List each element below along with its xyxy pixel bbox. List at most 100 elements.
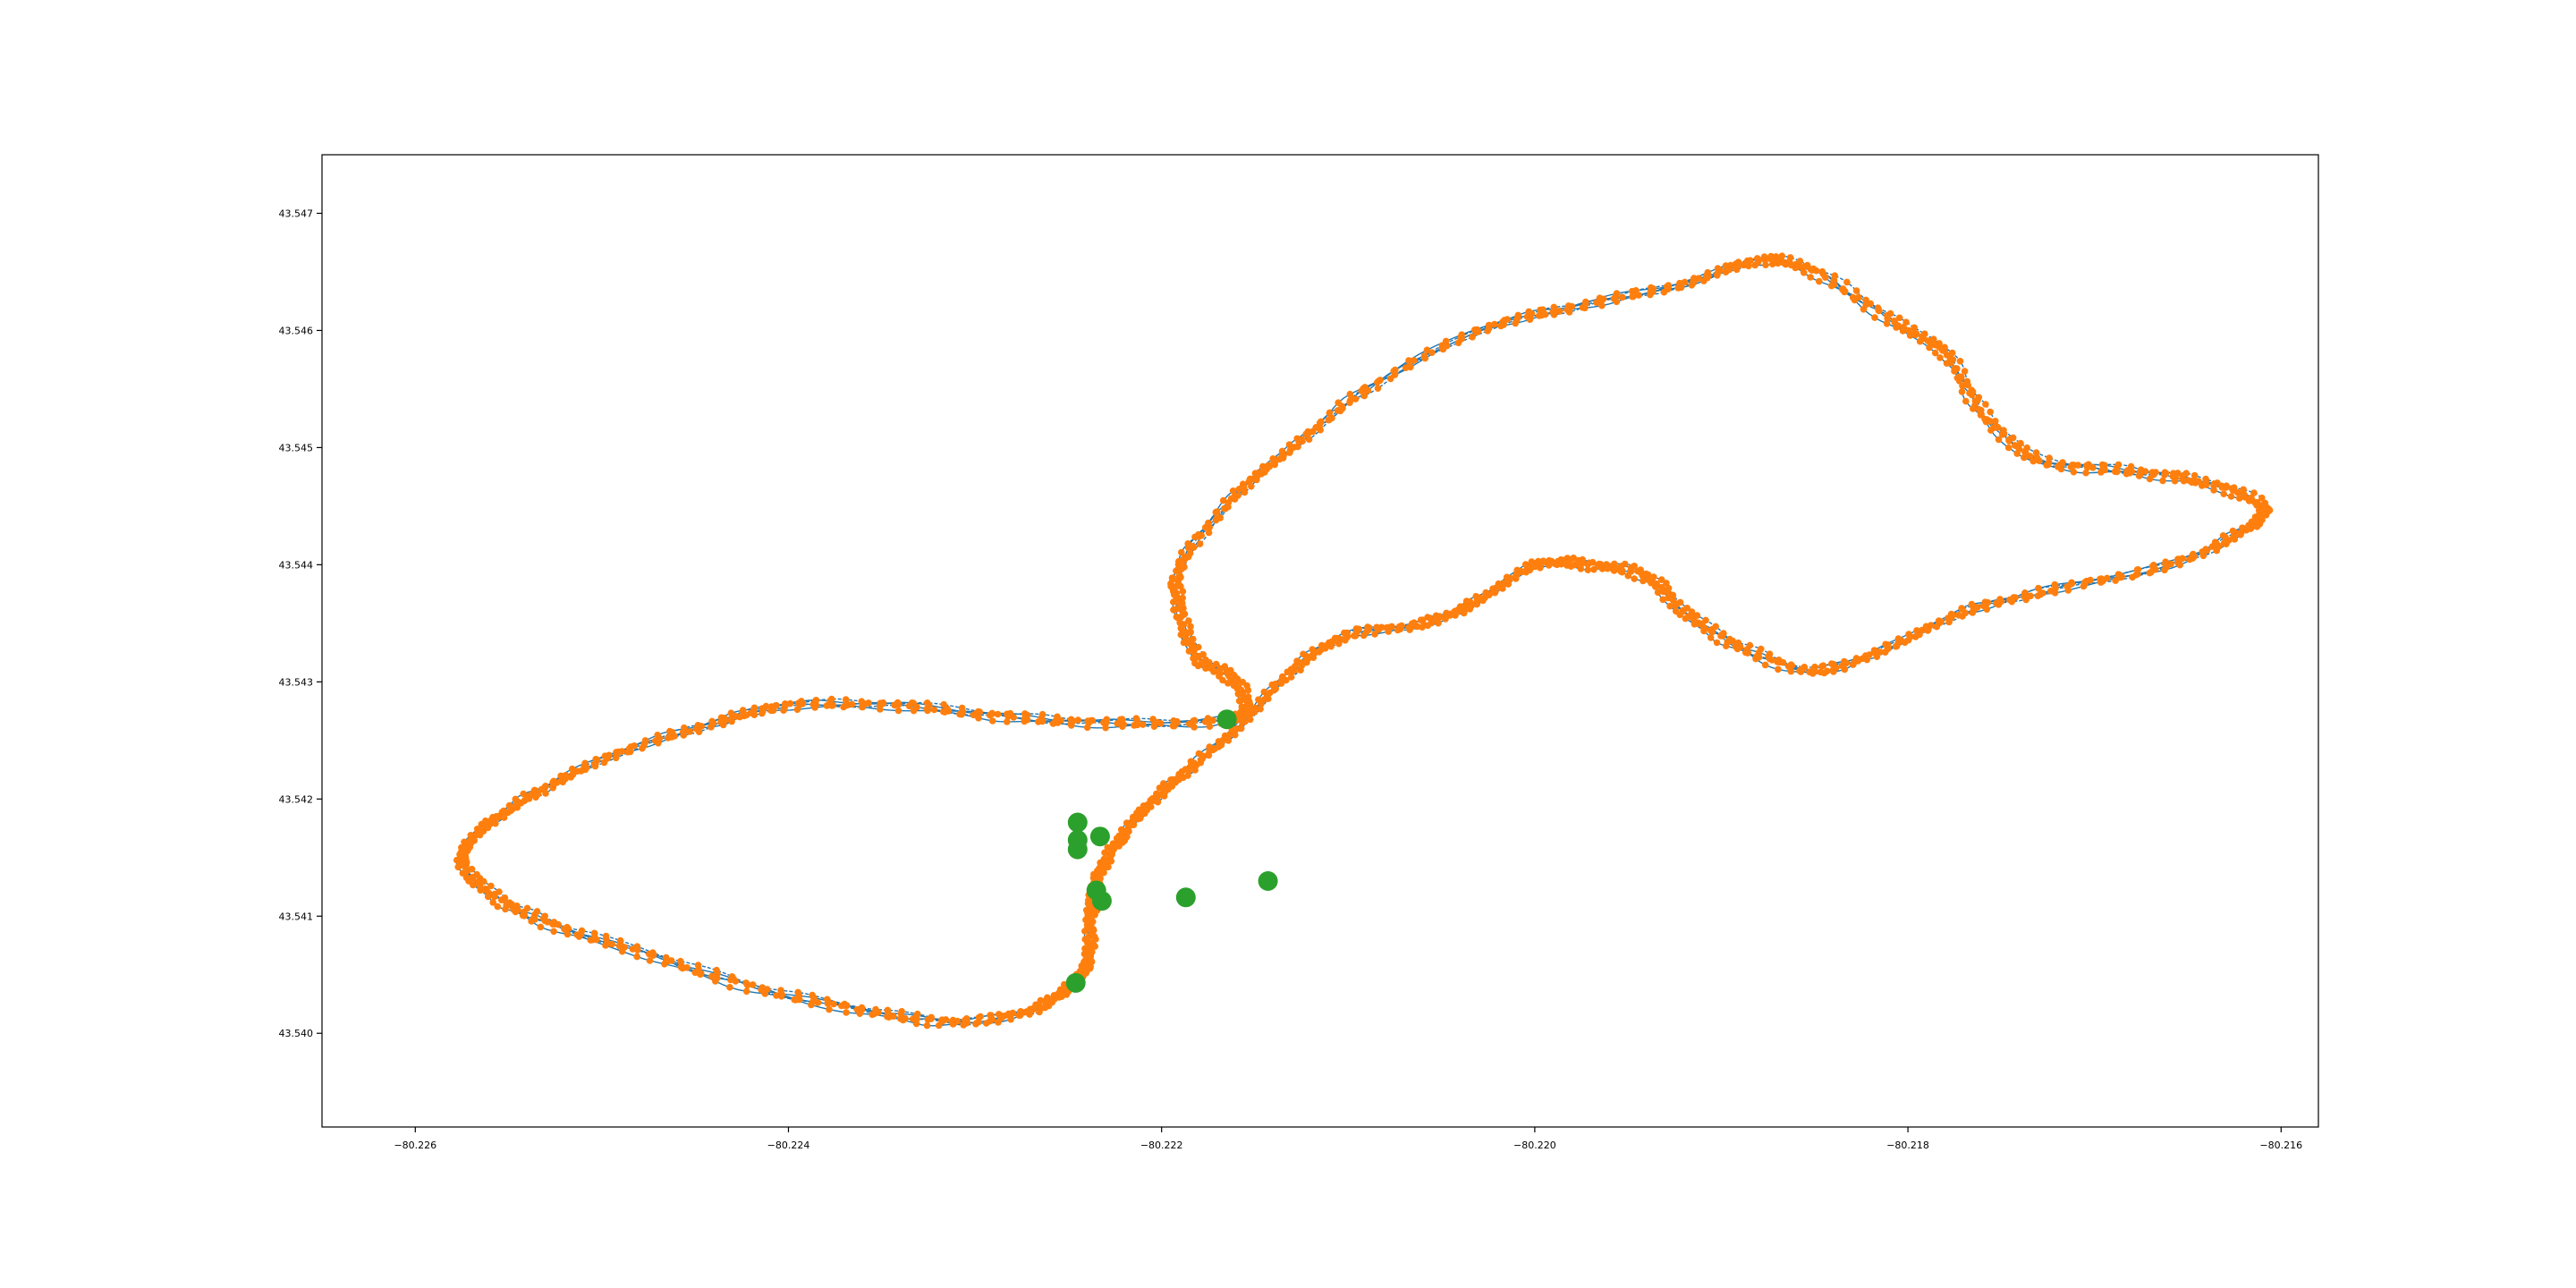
track-point xyxy=(1693,612,1701,619)
track-point xyxy=(1806,668,1813,676)
track-point xyxy=(2032,449,2040,456)
track-point xyxy=(495,812,502,820)
track-point xyxy=(1931,349,1939,357)
track-point xyxy=(1113,835,1121,843)
track-point xyxy=(578,927,586,935)
track-point xyxy=(1775,657,1783,664)
stop-marker xyxy=(1091,891,1112,911)
track-point xyxy=(713,966,720,974)
track-point xyxy=(731,712,738,720)
track-point xyxy=(884,1013,891,1021)
track-point xyxy=(1266,462,1274,470)
track-point xyxy=(1899,327,1907,335)
track-point xyxy=(1907,633,1914,640)
track-point xyxy=(2098,461,2106,469)
track-point xyxy=(1955,377,1963,385)
track-point xyxy=(1260,696,1268,703)
track-point xyxy=(2012,442,2019,449)
y-tick-label: 43.544 xyxy=(279,559,314,571)
track-point xyxy=(884,1006,892,1014)
track-point xyxy=(1690,621,1699,628)
track-point xyxy=(1391,371,1399,378)
track-point xyxy=(1235,697,1243,705)
track-point xyxy=(1466,597,1474,606)
stop-markers xyxy=(1065,709,1278,993)
track-point xyxy=(512,908,520,916)
track-point xyxy=(1181,610,1189,618)
track-point xyxy=(513,902,521,910)
track-point xyxy=(2013,450,2021,457)
track-point xyxy=(1945,614,1952,622)
track-point xyxy=(1346,397,1354,404)
track-point xyxy=(923,1021,931,1030)
track-point xyxy=(463,859,470,866)
track-point xyxy=(719,721,727,729)
track-point xyxy=(2037,590,2044,598)
track-point xyxy=(996,1012,1004,1019)
track-point xyxy=(1206,723,1214,730)
track-point xyxy=(2220,490,2227,497)
x-axis: −80.226 −80.224 −80.222 −80.220 −80.218 −80.2… xyxy=(394,1127,2302,1151)
track-point xyxy=(2146,475,2154,483)
track-point xyxy=(1871,314,1878,321)
track-point xyxy=(1421,354,1429,362)
track-point xyxy=(470,834,478,841)
track-point xyxy=(792,996,800,1004)
track-point xyxy=(479,826,486,835)
track-point xyxy=(1365,624,1373,631)
track-point xyxy=(662,953,670,962)
track-point xyxy=(1526,316,1534,324)
track-point xyxy=(1410,357,1418,364)
track-point xyxy=(616,936,624,945)
track-point xyxy=(1396,625,1404,632)
track-point xyxy=(1212,660,1220,668)
track-point xyxy=(894,707,902,715)
track-point xyxy=(1916,337,1924,345)
track-point xyxy=(1092,936,1099,943)
stop-marker xyxy=(1175,887,1196,908)
track-point xyxy=(949,1021,957,1028)
track-point xyxy=(2006,596,2013,604)
track-point xyxy=(2223,482,2230,489)
track-point xyxy=(1811,663,1818,671)
track-point xyxy=(1205,751,1213,759)
track-point xyxy=(1170,717,1177,724)
track-point xyxy=(1612,292,1620,301)
track-point xyxy=(1083,945,1091,953)
track-point xyxy=(1084,900,1092,907)
track-point xyxy=(1080,958,1088,966)
track-point xyxy=(1886,309,1894,318)
track-point xyxy=(747,709,755,716)
track-point xyxy=(2245,497,2253,504)
track-point xyxy=(1640,577,1647,585)
track-point xyxy=(1921,330,1928,338)
track-point xyxy=(1173,613,1181,621)
track-point xyxy=(1827,282,1835,290)
track-point xyxy=(1874,304,1882,312)
track-point xyxy=(1237,724,1245,733)
track-point xyxy=(1190,717,1198,725)
track-point xyxy=(2182,470,2190,477)
track-point xyxy=(1016,1012,1024,1019)
track-point xyxy=(697,970,704,979)
track-point xyxy=(935,1021,943,1030)
track-point xyxy=(1171,722,1178,730)
track-point xyxy=(1746,641,1754,649)
track-point xyxy=(2080,582,2088,590)
track-point xyxy=(454,863,462,871)
track-point xyxy=(1859,655,1867,663)
track-point xyxy=(504,809,512,817)
track-point xyxy=(1056,988,1063,996)
track-point xyxy=(1235,486,1243,493)
track-point xyxy=(2202,475,2209,483)
track-point xyxy=(2174,470,2182,477)
track-point xyxy=(1194,662,1202,670)
track-point xyxy=(1936,340,1943,347)
track-point xyxy=(1176,572,1183,580)
track-point xyxy=(649,949,657,956)
track-point xyxy=(505,899,513,906)
track-point xyxy=(1911,633,1919,640)
track-point xyxy=(1537,564,1544,572)
track-point xyxy=(533,908,541,915)
track-point xyxy=(1987,408,1994,416)
